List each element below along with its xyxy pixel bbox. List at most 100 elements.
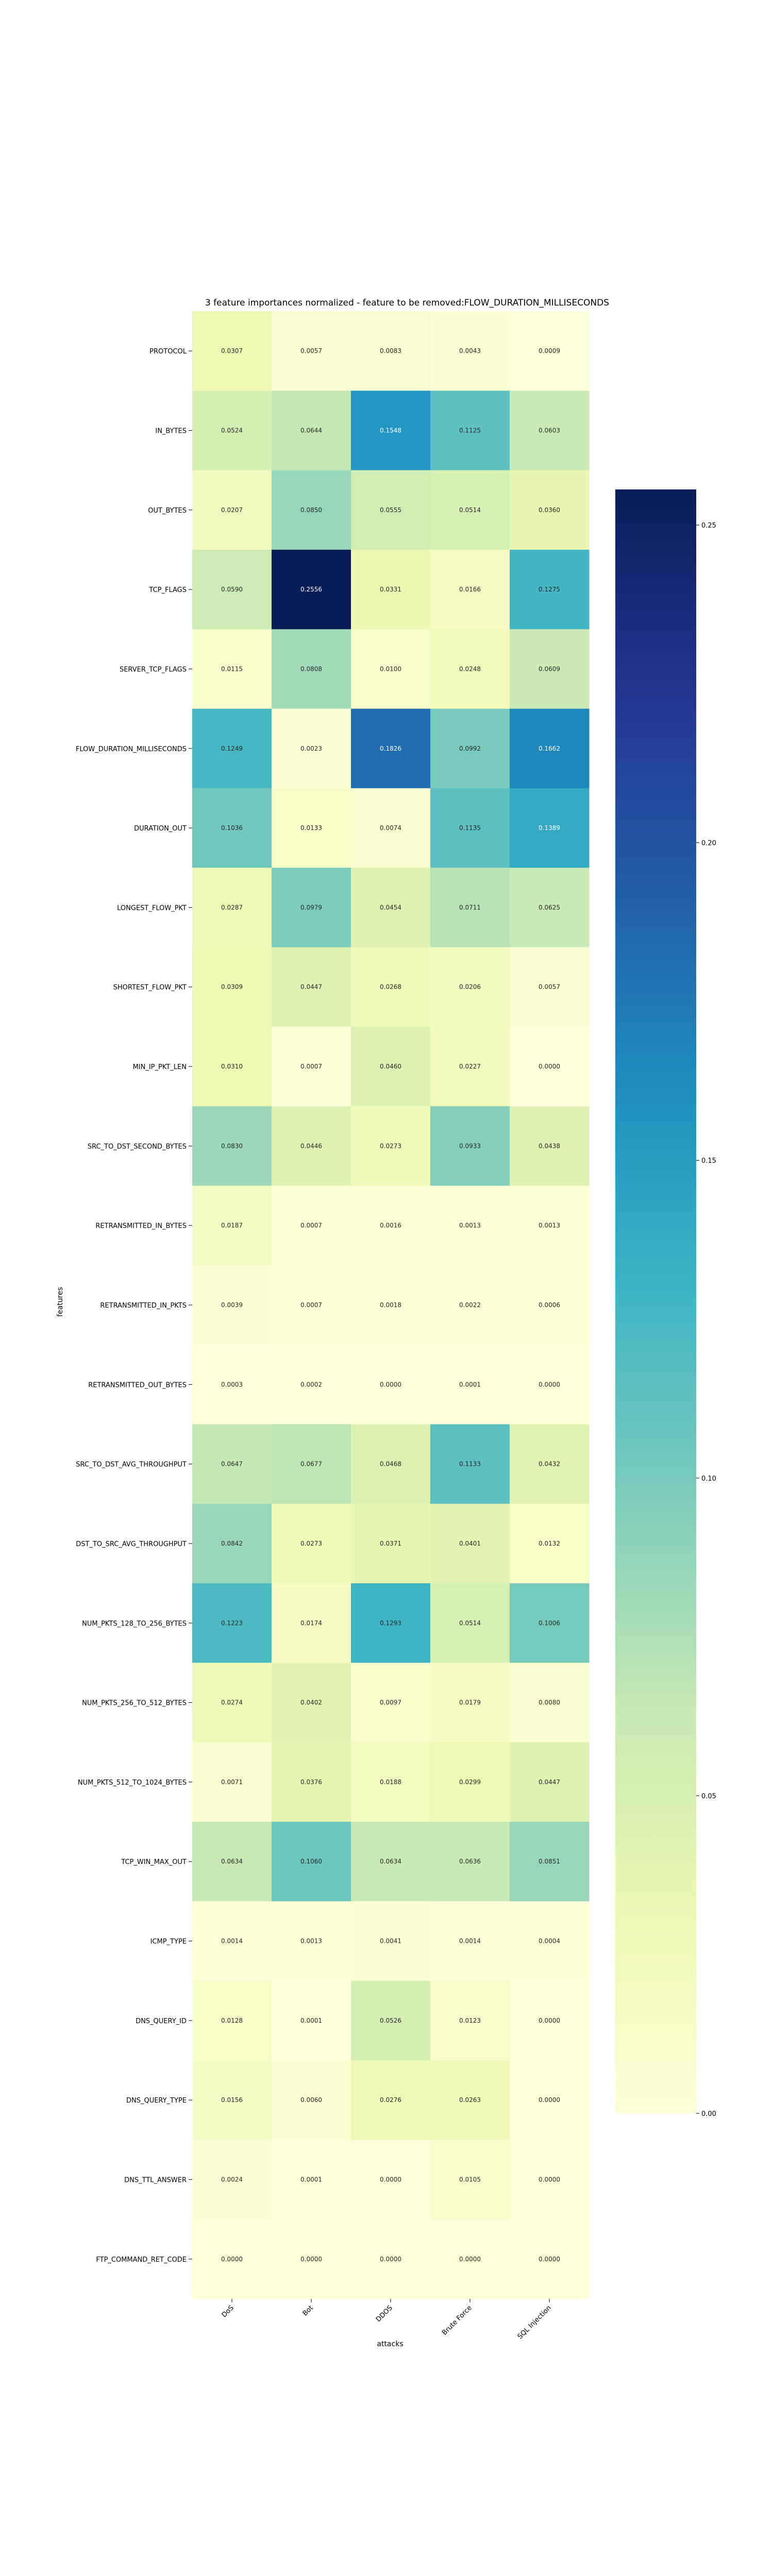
- heatmap-cell: [430, 470, 510, 550]
- heatmap-cell: [430, 311, 510, 391]
- heatmap-cell: [351, 391, 431, 471]
- row-label: DNS_TTL_ANSWER: [124, 2177, 187, 2184]
- cell-value-label: 0.0014: [459, 1938, 481, 1945]
- cell-value-label: 0.0166: [459, 586, 481, 593]
- cell-value-label: 0.0979: [300, 904, 322, 911]
- cell-value-label: 0.0000: [221, 2256, 243, 2263]
- heatmap-cell: [272, 1742, 351, 1822]
- heatmap-cell: [272, 311, 351, 391]
- cell-value-label: 0.0007: [300, 1301, 322, 1309]
- cell-value-label: 0.0105: [459, 2176, 481, 2183]
- heatmap-cell: [430, 708, 510, 789]
- heatmap-cell: [430, 1265, 510, 1345]
- heatmap-cell: [510, 1345, 590, 1425]
- colorbar-tick-label: 0.20: [701, 840, 716, 848]
- cell-value-label: 0.0174: [300, 1619, 322, 1626]
- cell-value-label: 0.0016: [380, 1222, 401, 1229]
- cell-value-label: 0.1133: [459, 1461, 481, 1468]
- cell-value-label: 0.0043: [459, 347, 481, 354]
- heatmap-cell: [192, 1822, 272, 1902]
- cell-value-label: 0.0634: [221, 1858, 243, 1865]
- heatmap-cell: [510, 708, 590, 789]
- cell-value-label: 0.0625: [539, 904, 560, 911]
- cell-value-label: 0.0447: [539, 1778, 560, 1786]
- cell-value-label: 0.1249: [221, 745, 243, 752]
- heatmap-cell: [351, 1265, 431, 1345]
- cell-value-label: 0.0100: [380, 665, 401, 672]
- heatmap-cell: [351, 947, 431, 1027]
- cell-value-label: 0.0526: [380, 2017, 401, 2024]
- cell-value-label: 0.0273: [380, 1142, 401, 1149]
- heatmap-cell: [272, 1345, 351, 1425]
- row-label: FTP_COMMAND_RET_CODE: [96, 2256, 187, 2264]
- row-label: NUM_PKTS_128_TO_256_BYTES: [82, 1620, 187, 1628]
- cell-value-label: 0.0609: [539, 665, 560, 672]
- heatmap-cell: [272, 1583, 351, 1663]
- heatmap-cell: [510, 1265, 590, 1345]
- colorbar-tick-label: 0.25: [701, 522, 716, 530]
- heatmap-cell: [510, 1026, 590, 1107]
- heatmap-cell: [510, 1901, 590, 1981]
- heatmap-cell: [351, 470, 431, 550]
- heatmap-cell: [510, 1583, 590, 1663]
- cell-value-label: 0.0331: [380, 586, 401, 593]
- heatmap-cell: [430, 947, 510, 1027]
- chart-title: 3 feature importances normalized - featu…: [205, 298, 609, 308]
- cell-value-label: 0.0022: [459, 1301, 481, 1309]
- heatmap-cell: [351, 1345, 431, 1425]
- cell-value-label: 0.0933: [459, 1142, 481, 1149]
- colorbar-tick-label: 0.05: [701, 1792, 716, 1800]
- cell-value-label: 0.0677: [300, 1461, 322, 1468]
- cell-value-label: 0.0115: [221, 665, 243, 672]
- cell-value-label: 0.0000: [459, 2256, 481, 2263]
- heatmap-cell: [351, 1503, 431, 1584]
- heatmap-cell: [351, 788, 431, 868]
- heatmap-cell: [430, 1822, 510, 1902]
- cell-value-label: 0.0603: [539, 427, 560, 434]
- cell-value-label: 0.0000: [539, 2256, 560, 2263]
- cell-value-label: 0.0128: [221, 2017, 243, 2024]
- heatmap-cell: [510, 470, 590, 550]
- heatmap-cell: [272, 1106, 351, 1187]
- cell-value-label: 0.0000: [300, 2256, 322, 2263]
- row-label: DNS_QUERY_TYPE: [126, 2097, 187, 2105]
- cell-value-label: 0.2556: [300, 586, 322, 593]
- heatmap-cell: [510, 1822, 590, 1902]
- heatmap-cell: [272, 2140, 351, 2220]
- heatmap-cell: [430, 629, 510, 709]
- heatmap-cell: [430, 1503, 510, 1584]
- cell-value-label: 0.0274: [221, 1699, 243, 1706]
- cell-value-label: 0.0000: [539, 2096, 560, 2104]
- cell-value-label: 0.0647: [221, 1461, 243, 1468]
- colorbar: 0.00 0.05 0.10 0.15 0.20 0.25: [615, 489, 716, 2118]
- heatmap-cell: [510, 549, 590, 630]
- heatmap-cell: [430, 2060, 510, 2140]
- cell-value-label: 0.0273: [300, 1540, 322, 1547]
- cell-value-label: 0.0401: [459, 1540, 481, 1547]
- row-label: LONGEST_FLOW_PKT: [117, 904, 187, 912]
- heatmap-cell: [351, 1583, 431, 1663]
- row-label: RETRANSMITTED_IN_PKTS: [100, 1302, 187, 1310]
- heatmap-cell: [272, 629, 351, 709]
- row-label: RETRANSMITTED_OUT_BYTES: [88, 1381, 187, 1389]
- heatmap-cell: [510, 2060, 590, 2140]
- cell-value-label: 0.0206: [459, 984, 481, 991]
- row-label: MIN_IP_PKT_LEN: [133, 1063, 187, 1071]
- heatmap-cell: [272, 1424, 351, 1504]
- cell-value-label: 0.0000: [539, 1063, 560, 1070]
- row-label: SHORTEST_FLOW_PKT: [113, 984, 187, 992]
- cell-value-label: 0.0000: [380, 2256, 401, 2263]
- cell-value-label: 0.0371: [380, 1540, 401, 1547]
- heatmap-cell: [272, 1026, 351, 1107]
- cell-value-label: 0.0007: [300, 1222, 322, 1229]
- heatmap-cell: [351, 1424, 431, 1504]
- heatmap-cell: [272, 391, 351, 471]
- heatmap-cell: [430, 1663, 510, 1743]
- cell-value-label: 0.0024: [221, 2176, 243, 2183]
- heatmap-cell: [272, 1980, 351, 2061]
- cell-value-label: 0.0402: [300, 1699, 322, 1706]
- row-labels: PROTOCOL IN_BYTES OUT_BYTES TCP_FLAGS SERVER…: [76, 348, 192, 2264]
- cell-value-label: 0.0000: [380, 2176, 401, 2183]
- cell-value-label: 0.0018: [380, 1301, 401, 1309]
- cell-value-label: 0.0074: [380, 824, 401, 832]
